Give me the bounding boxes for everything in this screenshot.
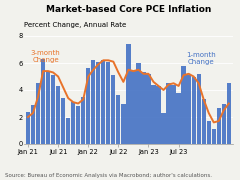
Bar xyxy=(181,66,186,144)
Bar xyxy=(81,97,85,144)
Bar xyxy=(76,106,80,144)
Bar xyxy=(186,75,191,144)
Bar xyxy=(46,73,50,144)
Bar xyxy=(202,100,206,144)
Bar xyxy=(207,121,211,144)
Bar xyxy=(146,74,151,144)
Bar xyxy=(26,112,30,144)
Bar xyxy=(156,86,161,144)
Bar xyxy=(116,95,120,144)
Bar xyxy=(176,93,181,144)
Bar xyxy=(86,68,90,144)
Bar xyxy=(41,59,45,144)
Bar xyxy=(61,98,65,144)
Text: Source: Bureau of Economic Analysis via Macrobond; author's calculations.: Source: Bureau of Economic Analysis via … xyxy=(5,173,212,178)
Text: 1-month
Change: 1-month Change xyxy=(186,52,216,66)
Bar xyxy=(151,85,156,144)
Bar xyxy=(121,103,126,144)
Bar xyxy=(106,62,110,144)
Bar xyxy=(36,83,40,144)
Bar xyxy=(126,44,131,144)
Bar xyxy=(141,73,146,144)
Bar xyxy=(217,108,221,144)
Text: 3-month
Change: 3-month Change xyxy=(31,50,60,63)
Bar xyxy=(197,74,201,144)
Bar xyxy=(51,75,55,144)
Bar xyxy=(131,71,136,144)
Bar xyxy=(162,113,166,144)
Bar xyxy=(212,129,216,144)
Bar xyxy=(66,118,70,144)
Text: Market-based Core PCE Inflation: Market-based Core PCE Inflation xyxy=(46,5,211,14)
Bar xyxy=(192,76,196,144)
Bar xyxy=(111,75,115,144)
Bar xyxy=(166,83,171,144)
Bar xyxy=(136,63,141,144)
Text: Percent Change, Annual Rate: Percent Change, Annual Rate xyxy=(24,22,126,28)
Bar xyxy=(171,85,176,144)
Bar xyxy=(227,83,231,144)
Bar xyxy=(56,86,60,144)
Bar xyxy=(222,103,226,144)
Bar xyxy=(96,62,100,144)
Bar xyxy=(31,105,35,144)
Bar xyxy=(101,60,105,144)
Bar xyxy=(91,60,95,144)
Bar xyxy=(71,102,75,144)
